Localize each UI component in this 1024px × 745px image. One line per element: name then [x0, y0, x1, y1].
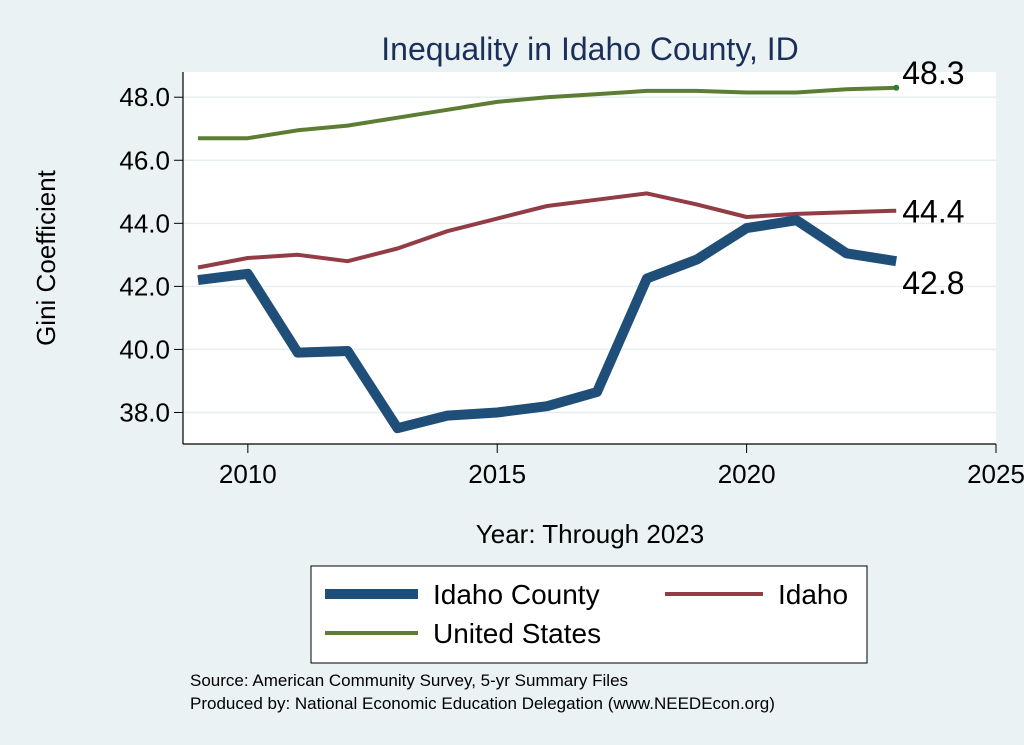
x-tick-labels: 2010 2015 2020 2025 — [219, 459, 1024, 489]
end-label-united-states: 48.3 — [902, 55, 964, 91]
legend-label: Idaho County — [433, 579, 600, 610]
series-line-idaho — [197, 191, 897, 270]
x-tick-label: 2010 — [219, 459, 277, 489]
series-line-united-states — [198, 85, 897, 141]
x-tick-label: 2025 — [967, 459, 1024, 489]
end-label-idaho-county: 42.8 — [902, 265, 964, 301]
legend-box — [310, 565, 868, 664]
series-lines — [197, 84, 900, 434]
y-tick-label: 44.0 — [119, 208, 170, 238]
y-tick-label: 48.0 — [119, 82, 170, 112]
y-tick-labels: 38.0 40.0 42.0 44.0 46.0 48.0 — [119, 82, 170, 427]
end-label-idaho: 44.4 — [902, 194, 964, 230]
y-tick-label: 42.0 — [119, 271, 170, 301]
chart-title: Inequality in Idaho County, ID — [381, 31, 798, 67]
x-tick-label: 2015 — [468, 459, 526, 489]
us-end-marker — [893, 84, 900, 91]
y-tick-label: 46.0 — [119, 145, 170, 175]
axes — [174, 72, 997, 453]
legend-label: United States — [433, 618, 601, 649]
y-tick-label: 38.0 — [119, 397, 170, 427]
x-tick-label: 2020 — [718, 459, 776, 489]
y-axis-title: Gini Coefficient — [31, 169, 61, 346]
y-tick-label: 40.0 — [119, 334, 170, 364]
x-axis-title: Year: Through 2023 — [476, 519, 704, 549]
legend: Idaho County Idaho United States — [325, 579, 848, 649]
source-line-2: Produced by: National Economic Education… — [190, 694, 775, 713]
legend-label: Idaho — [778, 579, 848, 610]
series-line-idaho-county — [197, 215, 897, 434]
source-line-1: Source: American Community Survey, 5-yr … — [190, 671, 628, 690]
end-labels: 42.8 44.4 48.3 — [902, 55, 964, 301]
